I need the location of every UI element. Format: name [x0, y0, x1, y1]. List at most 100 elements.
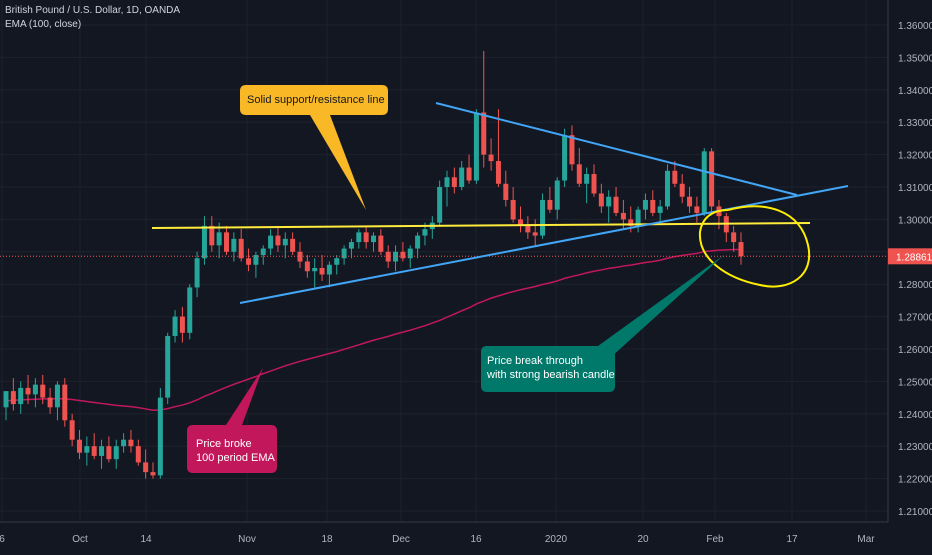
candle-body	[150, 472, 156, 476]
candle-body	[400, 251, 406, 259]
candle-body	[687, 196, 693, 207]
candle-body	[738, 242, 744, 257]
candle-body	[312, 268, 318, 272]
candle-body	[547, 199, 553, 210]
ascending-trendline	[239, 185, 849, 304]
time-tick-label: 6	[0, 534, 5, 545]
candle-body	[554, 180, 560, 210]
candle-body	[179, 316, 185, 333]
candle-body	[91, 446, 97, 456]
candle-body	[473, 112, 479, 181]
candle-body	[187, 287, 193, 333]
candle-body	[99, 446, 105, 456]
candle-body	[224, 232, 229, 252]
candle-body	[356, 232, 362, 243]
ema-callout-box	[187, 368, 277, 473]
time-tick-label: 18	[321, 534, 333, 545]
price-tick-label: 1.22000	[898, 475, 932, 486]
break-callout-box	[481, 255, 724, 392]
price-tick-label: 1.31000	[898, 183, 932, 194]
candle-body	[3, 391, 9, 408]
time-tick-label: Dec	[392, 534, 410, 545]
candle-body	[628, 219, 634, 226]
candle-body	[143, 462, 149, 473]
time-tick-label: Feb	[706, 534, 724, 545]
candle-body	[598, 193, 604, 207]
price-tick-label: 1.24000	[898, 410, 932, 421]
price-tick-label: 1.30000	[898, 215, 932, 226]
price-tick-label: 1.21000	[898, 507, 932, 518]
candle-body	[451, 177, 457, 187]
candle-body	[672, 170, 678, 184]
time-tick-label: 2020	[545, 534, 568, 545]
candle-body	[84, 446, 90, 453]
candle-body	[135, 446, 141, 463]
candle-body	[238, 238, 244, 259]
candle-body	[231, 238, 237, 252]
candle-body	[650, 199, 656, 213]
chart-header: British Pound / U.S. Dollar, 1D, OANDA E…	[5, 4, 180, 32]
candle-body	[620, 212, 626, 220]
candle-body	[694, 206, 700, 213]
candle-body	[194, 258, 200, 288]
candle-body	[326, 264, 332, 275]
candle-body	[157, 397, 163, 476]
candle-body	[113, 446, 119, 460]
candle-body	[591, 174, 597, 194]
ema-annotation-line1: Price broke	[196, 438, 252, 450]
price-tick-label: 1.25000	[898, 377, 932, 388]
time-tick-label: 17	[786, 534, 798, 545]
candle-body	[488, 154, 494, 162]
candle-body	[275, 235, 281, 246]
candle-body	[657, 206, 663, 213]
candle-body	[562, 135, 568, 181]
ema-annotation[interactable]: Price broke 100 period EMA	[187, 425, 277, 473]
candle-body	[393, 251, 399, 262]
ema-line	[5, 248, 741, 411]
break-annotation-line2: with strong bearish candle	[487, 369, 615, 381]
current-price-label: 1.28861	[896, 252, 932, 263]
candle-body	[165, 336, 171, 398]
time-tick-label: 20	[637, 534, 649, 545]
candle-body	[106, 446, 112, 460]
time-tick-label: Mar	[857, 534, 875, 545]
candle-body	[459, 167, 465, 187]
drawing-layer	[0, 85, 888, 473]
candle-body	[290, 238, 296, 252]
candle-body	[525, 225, 531, 233]
candle-body	[363, 232, 369, 243]
candle-body	[10, 391, 16, 405]
candle-body	[371, 235, 376, 243]
time-tick-label: 14	[140, 534, 152, 545]
symbol-title: British Pound / U.S. Dollar, 1D, OANDA	[5, 5, 181, 16]
price-tick-label: 1.32000	[898, 151, 932, 162]
price-tick-label: 1.26000	[898, 345, 932, 356]
candle-body	[385, 251, 391, 262]
price-tick-label: 1.34000	[898, 86, 932, 97]
candle-body	[709, 151, 715, 207]
candle-body	[253, 255, 259, 265]
price-tick-label: 1.36000	[898, 21, 932, 32]
candle-body	[282, 238, 288, 246]
candle-body	[422, 229, 428, 236]
candle-body	[378, 235, 384, 252]
candle-body	[642, 199, 648, 210]
candle-body	[495, 161, 501, 184]
candle-body	[32, 384, 38, 395]
support-annotation-text: Solid support/resistance line	[247, 94, 385, 106]
candle-body	[635, 209, 641, 226]
price-tick-label: 1.35000	[898, 53, 932, 64]
candle-body	[246, 258, 252, 265]
candle-body	[466, 167, 472, 181]
candle-body	[407, 248, 413, 259]
support-annotation[interactable]: Solid support/resistance line	[240, 85, 388, 115]
candle-body	[510, 199, 516, 220]
candle-body	[25, 387, 31, 395]
break-annotation[interactable]: Price break through with strong bearish …	[481, 346, 615, 392]
support-callout-box	[240, 85, 388, 210]
candle-body	[341, 248, 347, 259]
